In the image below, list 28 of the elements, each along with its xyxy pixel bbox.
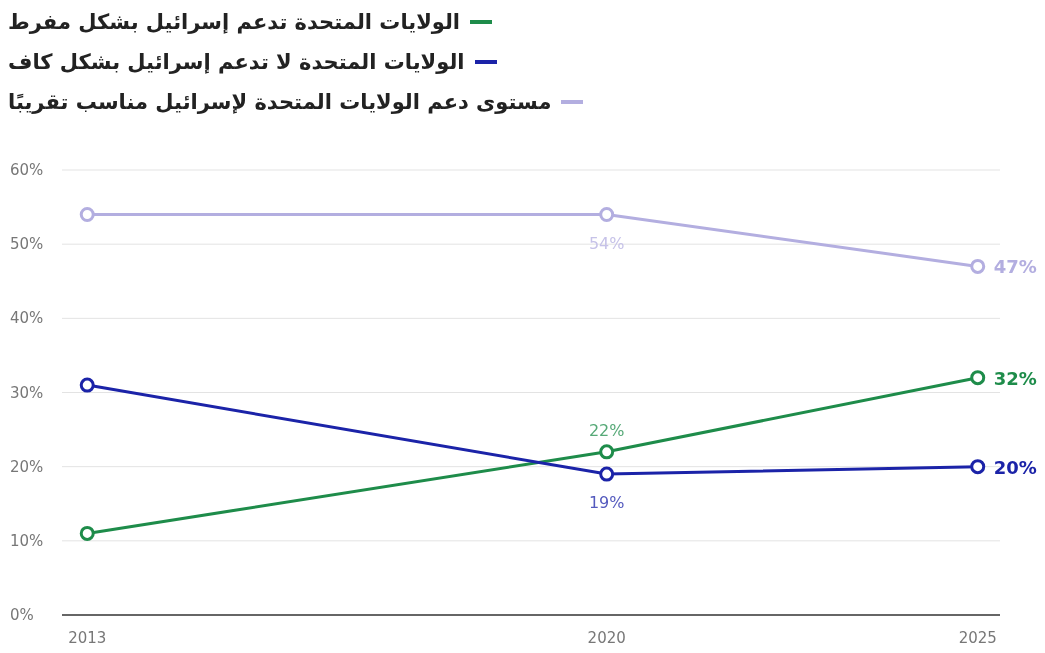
y-tick-label: 60%: [10, 161, 44, 179]
point: [599, 444, 615, 460]
legend-label: مستوى دعم الولايات المتحدة لإسرائيل مناسب تقريبًا: [8, 90, 552, 114]
data-label: 54%: [588, 233, 625, 253]
y-tick-label: 0%: [10, 606, 34, 624]
y-tick-label: 10%: [10, 531, 44, 550]
point: [970, 258, 986, 274]
point: [79, 207, 95, 222]
point: [599, 207, 615, 222]
point: [970, 459, 986, 475]
data-label: 19%: [588, 493, 625, 513]
point: [970, 370, 986, 386]
legend-label: الولايات المتحدة تدعم إسرائيل بشكل مفرط: [8, 10, 461, 34]
data-label: 20%: [993, 456, 1037, 478]
data-label: 32%: [993, 367, 1037, 389]
legend-label: الولايات المتحدة لا تدعم إسرائيل بشكل كاف: [8, 50, 465, 74]
x-tick-label: 2025: [958, 629, 997, 647]
point: [79, 525, 95, 541]
y-tick-label: 50%: [10, 235, 44, 254]
data-label: 47%: [993, 256, 1037, 278]
x-tick-label: 2013: [68, 629, 107, 647]
y-tick-label: 20%: [10, 457, 44, 476]
point: [599, 466, 615, 482]
y-tick-label: 30%: [10, 383, 44, 402]
y-tick-label: 40%: [10, 309, 44, 328]
data-label: 22%: [588, 420, 625, 440]
x-tick-label: 2020: [587, 629, 626, 647]
point: [79, 377, 95, 393]
